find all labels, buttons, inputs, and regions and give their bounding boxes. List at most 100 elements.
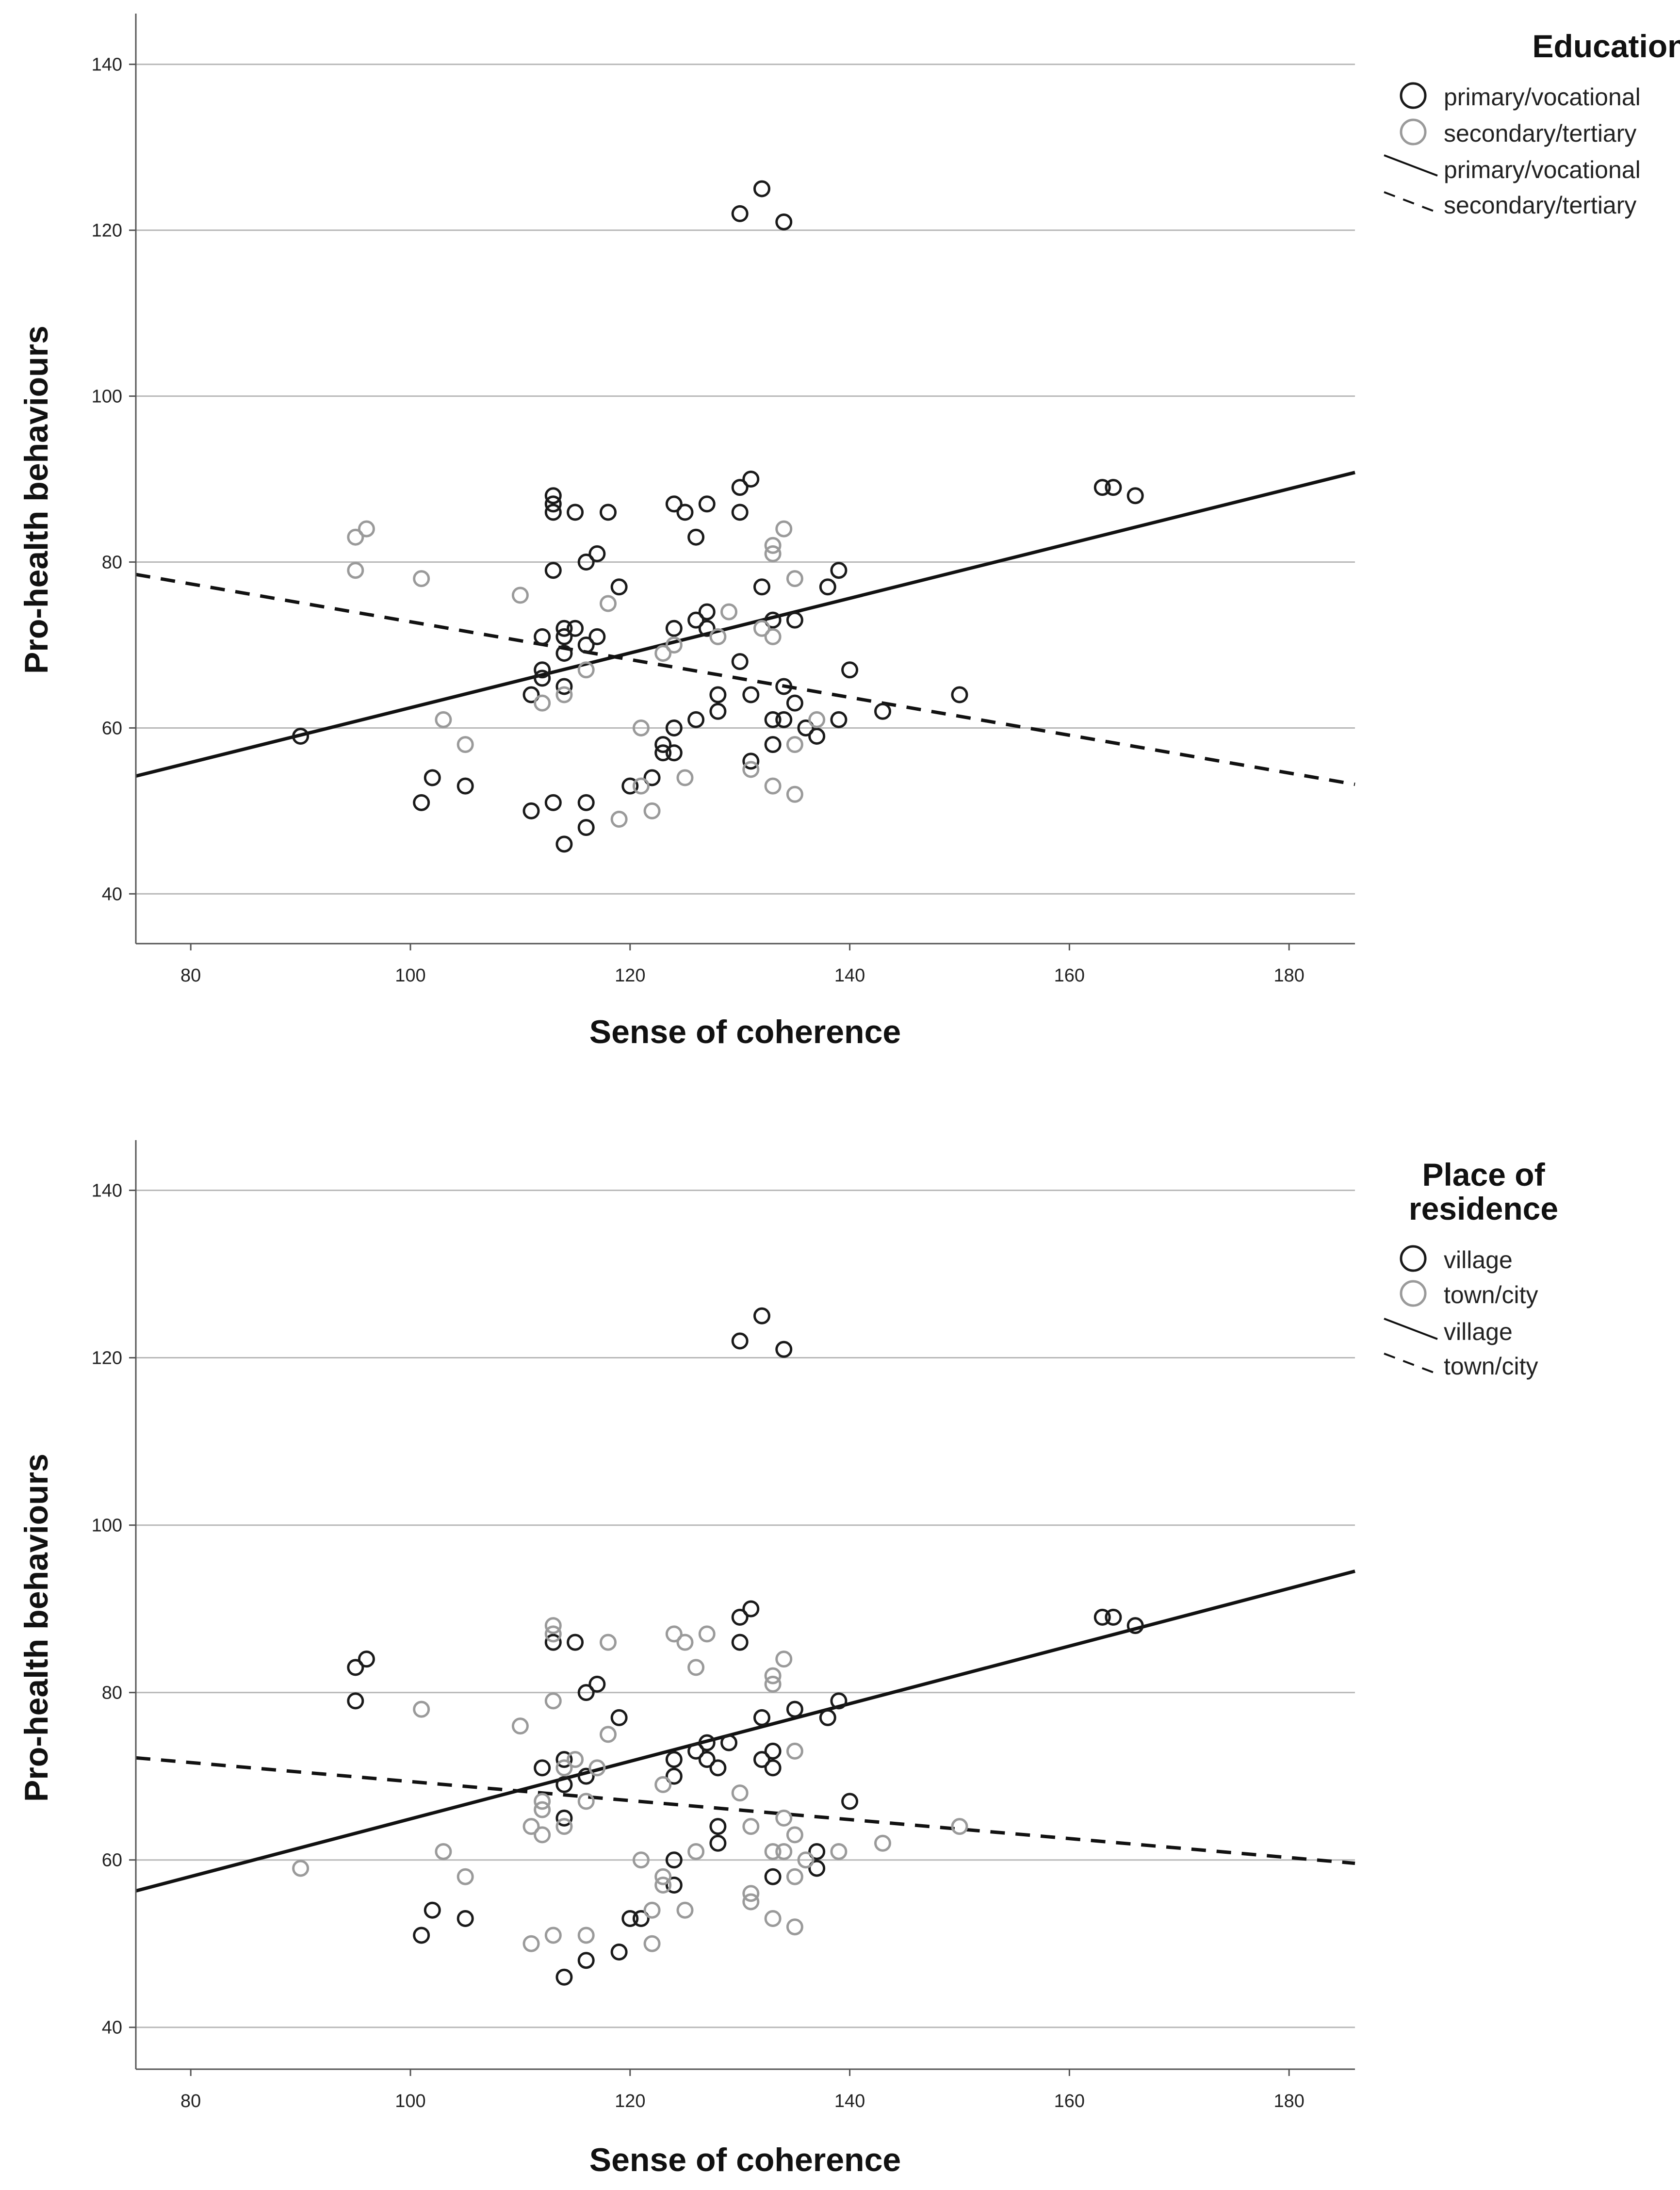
point-village (555, 1776, 573, 1793)
x-tick-label: 180 (1273, 965, 1304, 986)
point-primary-vocational (731, 479, 749, 496)
point-primary-vocational (698, 603, 716, 621)
point-primary-vocational (841, 661, 859, 679)
point-primary-vocational (555, 678, 573, 695)
legend-label: town/city (1444, 1281, 1538, 1308)
legend-item-primary-vocational-marker: primary/vocational (1400, 82, 1641, 111)
point-village (534, 1759, 551, 1777)
legend-solid-line-icon (1384, 154, 1438, 177)
point-village (610, 1709, 628, 1726)
point-village (731, 1634, 749, 1651)
point-village (413, 1927, 430, 1944)
point-town-city (786, 1918, 803, 1936)
point-town-city (676, 1634, 694, 1651)
point-town-city (632, 1851, 650, 1869)
point-secondary-tertiary (709, 628, 727, 645)
point-secondary-tertiary (720, 603, 738, 621)
point-village (1126, 1617, 1144, 1634)
point-town-city (742, 1893, 760, 1911)
point-primary-vocational (600, 504, 617, 521)
point-town-city (764, 1675, 782, 1693)
legend-label: village (1444, 1318, 1513, 1345)
point-primary-vocational (698, 495, 716, 513)
point-primary-vocational (555, 620, 573, 637)
point-village (753, 1307, 770, 1324)
point-secondary-tertiary (753, 620, 770, 637)
legend-label: secondary/tertiary (1444, 120, 1636, 147)
point-primary-vocational (522, 802, 540, 819)
point-village (764, 1759, 782, 1777)
point-village (764, 1868, 782, 1885)
point-primary-vocational (424, 769, 441, 786)
fit-line-village (135, 1569, 1355, 1893)
legend-item-secondary-tertiary-marker: secondary/tertiary (1400, 118, 1636, 147)
x-tick-label: 140 (834, 2091, 865, 2111)
legend-marker-icon (1400, 118, 1427, 146)
chart-place-of-residence: 80 100 120 140 160 180 40 60 80 100 120 140 Sense … (18, 1140, 1558, 2178)
point-primary-vocational (797, 719, 815, 736)
fit-line-secondary-tertiary (135, 572, 1355, 786)
point-secondary-tertiary (775, 520, 793, 538)
point-primary-vocational (764, 736, 782, 753)
y-tick-label: 120 (92, 221, 122, 241)
point-primary-vocational (819, 578, 836, 596)
point-primary-vocational (567, 504, 584, 521)
point-village (424, 1901, 441, 1919)
point-town-city (555, 1818, 573, 1835)
point-primary-vocational (1105, 479, 1122, 496)
point-village (709, 1834, 727, 1852)
point-town-city (654, 1776, 672, 1793)
point-primary-vocational (731, 205, 749, 222)
point-town-city (534, 1826, 551, 1844)
point-primary-vocational (665, 719, 683, 736)
x-tick-label: 120 (615, 965, 645, 986)
legend-label: secondary/tertiary (1444, 192, 1636, 219)
legend-label: primary/vocational (1444, 156, 1641, 183)
point-secondary-tertiary (632, 777, 650, 795)
point-town-city (742, 1818, 760, 1835)
point-primary-vocational (665, 495, 683, 513)
point-village (709, 1818, 727, 1835)
point-primary-vocational (588, 545, 606, 562)
point-primary-vocational (731, 504, 749, 521)
point-primary-vocational (951, 686, 968, 703)
point-primary-vocational (808, 728, 826, 745)
point-secondary-tertiary (600, 595, 617, 612)
point-secondary-tertiary (764, 537, 782, 554)
point-village (347, 1692, 364, 1710)
point-primary-vocational (654, 744, 672, 762)
point-town-city (522, 1935, 540, 1952)
point-secondary-tertiary (764, 777, 782, 795)
x-axis-title: Sense of coherence (589, 1013, 901, 1050)
point-secondary-tertiary (577, 661, 595, 679)
point-town-city (567, 1751, 584, 1768)
legend-dashed-line-icon (1384, 191, 1438, 213)
point-primary-vocational (687, 528, 705, 546)
point-primary-vocational (775, 213, 793, 230)
y-axis-title: Pro-health behaviours (18, 1454, 55, 1802)
point-village (731, 1608, 749, 1626)
point-secondary-tertiary (555, 686, 573, 703)
point-village (621, 1910, 639, 1927)
point-village (841, 1793, 859, 1810)
point-primary-vocational (830, 711, 848, 728)
point-primary-vocational (698, 620, 716, 637)
point-secondary-tertiary (534, 694, 551, 712)
x-tick-label: 160 (1054, 2091, 1085, 2111)
point-town-city (687, 1843, 705, 1860)
point-village (830, 1692, 848, 1710)
point-village (819, 1709, 836, 1726)
point-primary-vocational (544, 495, 562, 513)
fit-line-town-city (135, 1756, 1355, 1865)
point-village (709, 1759, 727, 1777)
y-tick-label: 140 (92, 1181, 122, 1201)
point-primary-vocational (457, 777, 474, 795)
point-village (610, 1943, 628, 1961)
point-village (665, 1876, 683, 1894)
point-town-city (555, 1759, 573, 1777)
point-town-city (764, 1667, 782, 1684)
point-town-city (764, 1910, 782, 1927)
point-town-city (775, 1651, 793, 1668)
point-primary-vocational (731, 653, 749, 670)
point-town-city (665, 1625, 683, 1643)
